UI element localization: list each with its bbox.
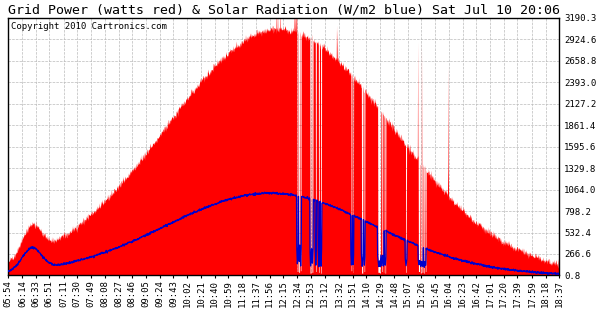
Title: Grid Power (watts red) & Solar Radiation (W/m2 blue) Sat Jul 10 20:06: Grid Power (watts red) & Solar Radiation… bbox=[8, 3, 560, 16]
Text: Copyright 2010 Cartronics.com: Copyright 2010 Cartronics.com bbox=[11, 21, 167, 30]
